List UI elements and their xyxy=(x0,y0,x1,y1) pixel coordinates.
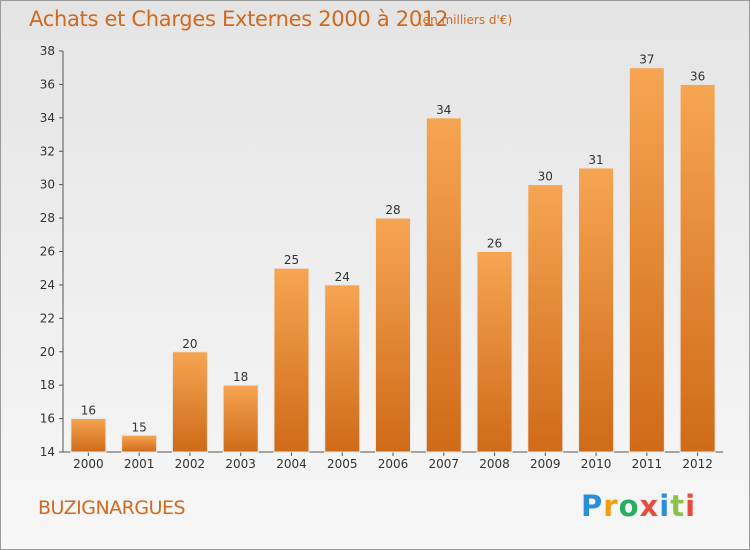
logo-letter: P xyxy=(581,489,604,523)
logo-letter: o xyxy=(618,489,640,523)
value-label-2004: 25 xyxy=(284,253,299,267)
bar-2004 xyxy=(273,267,310,453)
y-tick-label: 32 xyxy=(40,144,55,158)
value-label-2007: 34 xyxy=(436,103,451,117)
y-tick-label: 24 xyxy=(40,278,55,292)
x-tick-label-2000: 2000 xyxy=(73,457,104,471)
bar-2011 xyxy=(628,67,665,453)
x-tick-label-2001: 2001 xyxy=(124,457,155,471)
logo-letter: i xyxy=(659,489,671,523)
chart-title: Achats et Charges Externes 2000 à 2012 xyxy=(29,7,449,31)
x-tick-label-2012: 2012 xyxy=(682,457,713,471)
value-label-2010: 31 xyxy=(588,153,603,167)
value-label-2000: 16 xyxy=(81,404,96,418)
logo-letter: r xyxy=(603,489,619,523)
y-tick-label: 20 xyxy=(40,345,55,359)
bar-2002 xyxy=(171,351,208,453)
value-label-2011: 37 xyxy=(639,53,654,67)
x-tick-label-2002: 2002 xyxy=(175,457,206,471)
y-tick-label: 26 xyxy=(40,245,55,259)
x-tick-label-2008: 2008 xyxy=(479,457,510,471)
x-tick-label-2006: 2006 xyxy=(378,457,409,471)
unit-note: (en milliers d'€) xyxy=(418,13,513,27)
x-tick-label-2007: 2007 xyxy=(428,457,459,471)
y-tick-label: 36 xyxy=(40,77,55,91)
bar-2012 xyxy=(679,83,716,453)
bar-2007 xyxy=(425,117,462,453)
x-tick-label-2010: 2010 xyxy=(581,457,612,471)
value-label-2009: 30 xyxy=(538,170,553,184)
y-tick-label: 38 xyxy=(40,44,55,58)
y-tick-label: 22 xyxy=(40,311,55,325)
bar-2003 xyxy=(222,384,259,453)
value-label-2002: 20 xyxy=(182,337,197,351)
bar-2010 xyxy=(578,167,615,453)
bar-2000 xyxy=(70,418,107,453)
x-tick-label-2009: 2009 xyxy=(530,457,561,471)
bar-2001 xyxy=(121,434,158,453)
y-tick-label: 30 xyxy=(40,178,55,192)
y-tick-label: 28 xyxy=(40,211,55,225)
x-tick-label-2003: 2003 xyxy=(225,457,256,471)
y-tick-label: 14 xyxy=(40,445,55,459)
y-tick-label: 16 xyxy=(40,412,55,426)
value-label-2006: 28 xyxy=(385,203,400,217)
logo-letter: i xyxy=(685,489,697,523)
logo-letter: t xyxy=(670,489,686,523)
proxiti-logo: Proxiti xyxy=(581,489,696,523)
x-tick-label-2011: 2011 xyxy=(632,457,663,471)
value-label-2012: 36 xyxy=(690,69,705,83)
commune-name: BUZIGNARGUES xyxy=(38,497,186,519)
value-label-2005: 24 xyxy=(335,270,350,284)
bar-2006 xyxy=(375,217,411,453)
bar-2005 xyxy=(324,284,361,453)
bar-2008 xyxy=(476,251,513,453)
y-tick-label: 34 xyxy=(40,111,55,125)
value-label-2001: 15 xyxy=(132,420,147,434)
x-tick-label-2005: 2005 xyxy=(327,457,358,471)
value-label-2008: 26 xyxy=(487,237,502,251)
y-tick-label: 18 xyxy=(40,378,55,392)
value-label-2003: 18 xyxy=(233,370,248,384)
x-tick-label-2004: 2004 xyxy=(276,457,307,471)
bar-2009 xyxy=(527,184,564,453)
logo-letter: x xyxy=(639,489,660,523)
